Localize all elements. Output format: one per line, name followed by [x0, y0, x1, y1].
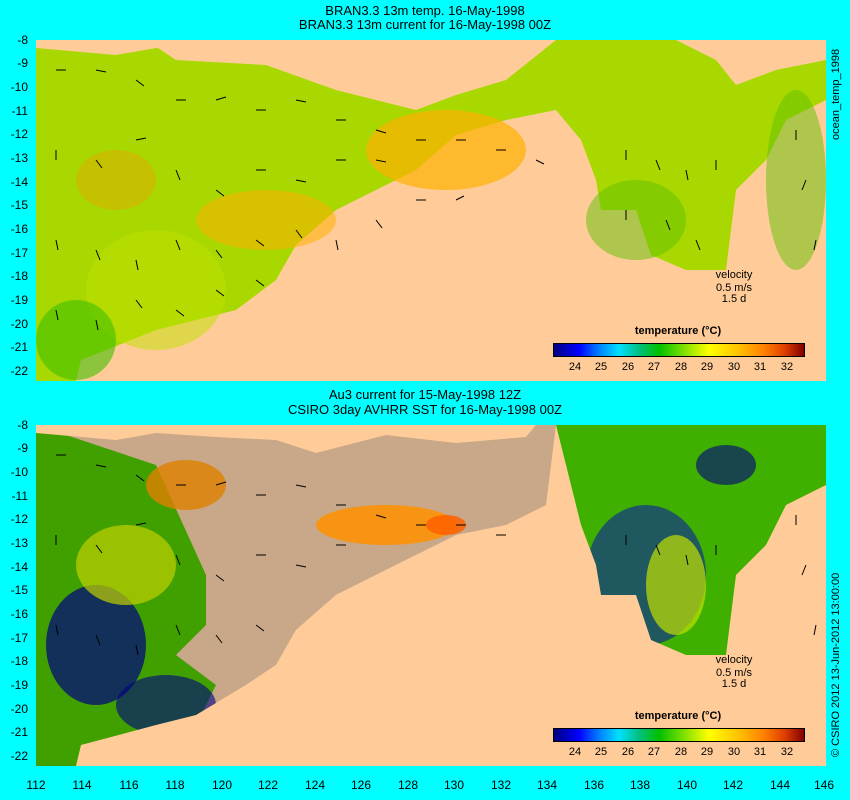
colorbar-tick: 32	[780, 746, 794, 758]
y-tick: -17	[10, 631, 28, 645]
x-tick: 122	[257, 778, 279, 792]
x-tick: 146	[813, 778, 835, 792]
bottom-title-line1: Au3 current for 15-May-1998 12Z	[328, 387, 522, 402]
top-temperature-map	[36, 40, 826, 381]
top-australia-land	[76, 100, 826, 381]
colorbar-tick: 26	[621, 361, 635, 373]
velocity-time: 1.5 d	[721, 293, 747, 305]
y-tick: -8	[17, 418, 28, 432]
y-tick: -16	[10, 607, 28, 621]
y-tick: -16	[10, 222, 28, 236]
bottom-side-label: © CSIRO 2012 13-Jun-2012 13:00:00	[830, 572, 842, 757]
x-tick: 120	[211, 778, 233, 792]
y-tick: -9	[17, 56, 28, 70]
y-tick: -11	[11, 489, 28, 503]
x-tick: 126	[350, 778, 372, 792]
x-tick: 118	[165, 778, 185, 792]
velocity-time: 1.5 d	[721, 678, 747, 690]
y-tick: -21	[10, 340, 28, 354]
colorbar-tick: 27	[647, 746, 661, 758]
colorbar-title: temperature (°C)	[634, 325, 722, 337]
y-tick: -20	[10, 317, 28, 331]
x-tick: 124	[304, 778, 326, 792]
y-tick: -10	[10, 465, 28, 479]
top-side-label: ocean_temp_1998	[830, 48, 842, 140]
x-tick: 116	[119, 778, 139, 792]
y-tick: -14	[10, 175, 28, 189]
velocity-value: 0.5 m/s	[715, 667, 753, 679]
colorbar-tick: 25	[594, 361, 608, 373]
y-tick: -17	[10, 246, 28, 260]
x-tick: 140	[676, 778, 698, 792]
colorbar-tick: 32	[780, 361, 794, 373]
y-tick: -19	[10, 678, 28, 692]
colorbar-tick: 31	[753, 361, 767, 373]
y-tick: -18	[10, 654, 28, 668]
y-tick: -21	[10, 725, 28, 739]
colorbar-tick: 26	[621, 746, 635, 758]
x-tick: 144	[769, 778, 791, 792]
y-tick: -22	[10, 749, 28, 763]
colorbar-tick: 28	[674, 746, 688, 758]
colorbar-gradient	[553, 343, 805, 357]
colorbar-gradient	[553, 728, 805, 742]
x-tick: 134	[536, 778, 558, 792]
x-tick: 142	[722, 778, 744, 792]
x-tick: 136	[583, 778, 605, 792]
colorbar-tick: 28	[674, 361, 688, 373]
y-tick: -8	[17, 33, 28, 47]
bottom-australia-land	[76, 485, 826, 766]
x-tick: 112	[26, 778, 46, 792]
colorbar-tick: 29	[700, 746, 714, 758]
x-tick: 132	[490, 778, 512, 792]
y-tick: -20	[10, 702, 28, 716]
colorbar-tick: 24	[568, 746, 582, 758]
velocity-value: 0.5 m/s	[715, 282, 753, 294]
y-tick: -12	[10, 512, 28, 526]
colorbar-title: temperature (°C)	[634, 710, 722, 722]
colorbar-tick: 27	[647, 361, 661, 373]
bottom-title-line2: CSIRO 3day AVHRR SST for 16-May-1998 00Z	[287, 402, 563, 417]
colorbar-tick: 24	[568, 361, 582, 373]
x-tick: 114	[72, 778, 92, 792]
colorbar-tick: 29	[700, 361, 714, 373]
y-tick: -22	[10, 364, 28, 378]
y-tick: -15	[10, 583, 28, 597]
y-tick: -9	[17, 441, 28, 455]
colorbar-tick: 30	[727, 361, 741, 373]
velocity-label: velocity	[715, 654, 753, 666]
y-tick: -12	[10, 127, 28, 141]
bottom-sst-map	[36, 425, 826, 766]
top-title-line1: BRAN3.3 13m temp. 16-May-1998	[325, 3, 525, 18]
top-title-line2: BRAN3.3 13m current for 16-May-1998 00Z	[298, 17, 552, 32]
y-tick: -11	[11, 104, 28, 118]
y-tick: -13	[10, 536, 28, 550]
y-tick: -14	[10, 560, 28, 574]
colorbar-tick: 25	[594, 746, 608, 758]
x-tick: 128	[397, 778, 419, 792]
y-tick: -15	[10, 198, 28, 212]
y-tick: -19	[10, 293, 28, 307]
x-tick: 130	[443, 778, 465, 792]
y-tick: -10	[10, 80, 28, 94]
colorbar-tick: 30	[727, 746, 741, 758]
y-tick: -18	[10, 269, 28, 283]
colorbar-tick: 31	[753, 746, 767, 758]
y-tick: -13	[10, 151, 28, 165]
velocity-label: velocity	[715, 269, 753, 281]
x-tick: 138	[629, 778, 651, 792]
